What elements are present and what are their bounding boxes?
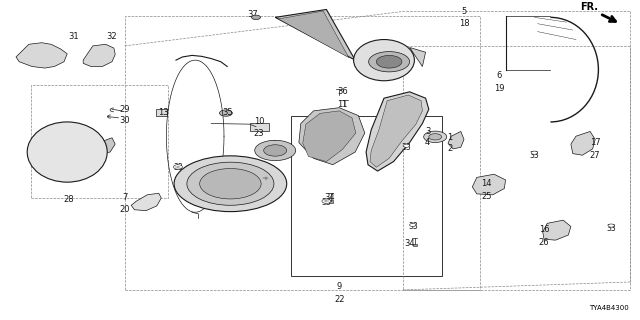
Text: 27: 27: [590, 151, 600, 160]
Text: 36: 36: [337, 87, 348, 96]
Text: 30: 30: [120, 116, 130, 125]
Circle shape: [531, 151, 538, 154]
Text: 33: 33: [606, 224, 616, 233]
Text: 6: 6: [497, 71, 502, 81]
Text: 5: 5: [461, 6, 467, 16]
Circle shape: [403, 144, 410, 147]
Text: 37: 37: [248, 10, 258, 19]
Polygon shape: [278, 11, 349, 58]
Circle shape: [173, 165, 182, 169]
Polygon shape: [370, 95, 422, 167]
Polygon shape: [410, 47, 426, 67]
Text: 35: 35: [222, 108, 232, 117]
Text: 16: 16: [539, 225, 549, 234]
Bar: [156, 108, 167, 116]
Text: 14: 14: [481, 179, 492, 188]
Text: 33: 33: [260, 176, 271, 185]
Text: TYA4B4300: TYA4B4300: [589, 305, 628, 311]
Circle shape: [369, 52, 410, 72]
Text: 1: 1: [447, 133, 452, 142]
Polygon shape: [366, 92, 429, 171]
Text: 33: 33: [321, 198, 332, 207]
Bar: [357, 57, 365, 67]
Circle shape: [220, 110, 232, 116]
Ellipse shape: [354, 40, 415, 81]
Text: 24: 24: [305, 130, 316, 139]
Text: 17: 17: [590, 138, 600, 147]
Text: 3: 3: [425, 127, 430, 136]
Text: 23: 23: [254, 129, 264, 138]
Text: 13: 13: [158, 108, 168, 117]
Circle shape: [187, 162, 274, 205]
Bar: [125, 16, 480, 290]
Polygon shape: [448, 132, 464, 149]
Text: 26: 26: [539, 238, 549, 247]
Circle shape: [376, 55, 402, 68]
Text: 21: 21: [269, 152, 279, 161]
Polygon shape: [83, 44, 115, 67]
Text: 22: 22: [334, 295, 344, 304]
Text: 29: 29: [120, 105, 130, 114]
Bar: [413, 244, 417, 246]
Text: 11: 11: [337, 100, 348, 109]
Text: 12: 12: [305, 117, 316, 126]
Circle shape: [264, 145, 287, 156]
Bar: [250, 123, 269, 132]
Polygon shape: [275, 9, 355, 60]
Polygon shape: [131, 193, 161, 211]
Polygon shape: [99, 138, 115, 154]
Circle shape: [174, 156, 287, 212]
Text: 15: 15: [190, 181, 200, 190]
Text: 18: 18: [459, 19, 469, 28]
Text: 32: 32: [107, 32, 117, 41]
Circle shape: [200, 169, 261, 199]
Text: 4: 4: [425, 138, 430, 147]
Text: 33: 33: [173, 164, 183, 172]
Text: 9: 9: [337, 282, 342, 291]
Polygon shape: [299, 108, 365, 165]
Text: 31: 31: [68, 32, 79, 41]
Bar: [291, 116, 442, 276]
Text: 34: 34: [324, 194, 335, 203]
Text: 28: 28: [64, 195, 74, 204]
Circle shape: [255, 140, 296, 161]
Text: 20: 20: [120, 204, 130, 213]
Text: 33: 33: [529, 151, 540, 160]
Bar: [329, 200, 333, 203]
Text: 33: 33: [408, 222, 418, 231]
Text: FR.: FR.: [580, 2, 598, 12]
Bar: [31, 85, 168, 198]
Circle shape: [429, 134, 442, 140]
Polygon shape: [472, 174, 506, 195]
Circle shape: [322, 199, 331, 204]
Polygon shape: [571, 132, 595, 155]
Polygon shape: [543, 220, 571, 240]
Circle shape: [252, 15, 260, 20]
Polygon shape: [303, 111, 356, 162]
Circle shape: [410, 223, 416, 227]
Circle shape: [424, 131, 447, 142]
Circle shape: [261, 176, 270, 180]
Ellipse shape: [28, 122, 108, 182]
Text: 8: 8: [271, 140, 276, 148]
Text: 2: 2: [447, 144, 452, 153]
Text: 34: 34: [404, 239, 415, 248]
Text: 7: 7: [122, 194, 127, 203]
Text: 10: 10: [254, 117, 264, 126]
Polygon shape: [16, 43, 67, 68]
Text: 33: 33: [401, 143, 412, 152]
Bar: [403, 46, 630, 290]
Text: 19: 19: [494, 84, 504, 93]
Text: 25: 25: [481, 192, 492, 201]
Circle shape: [608, 224, 614, 227]
